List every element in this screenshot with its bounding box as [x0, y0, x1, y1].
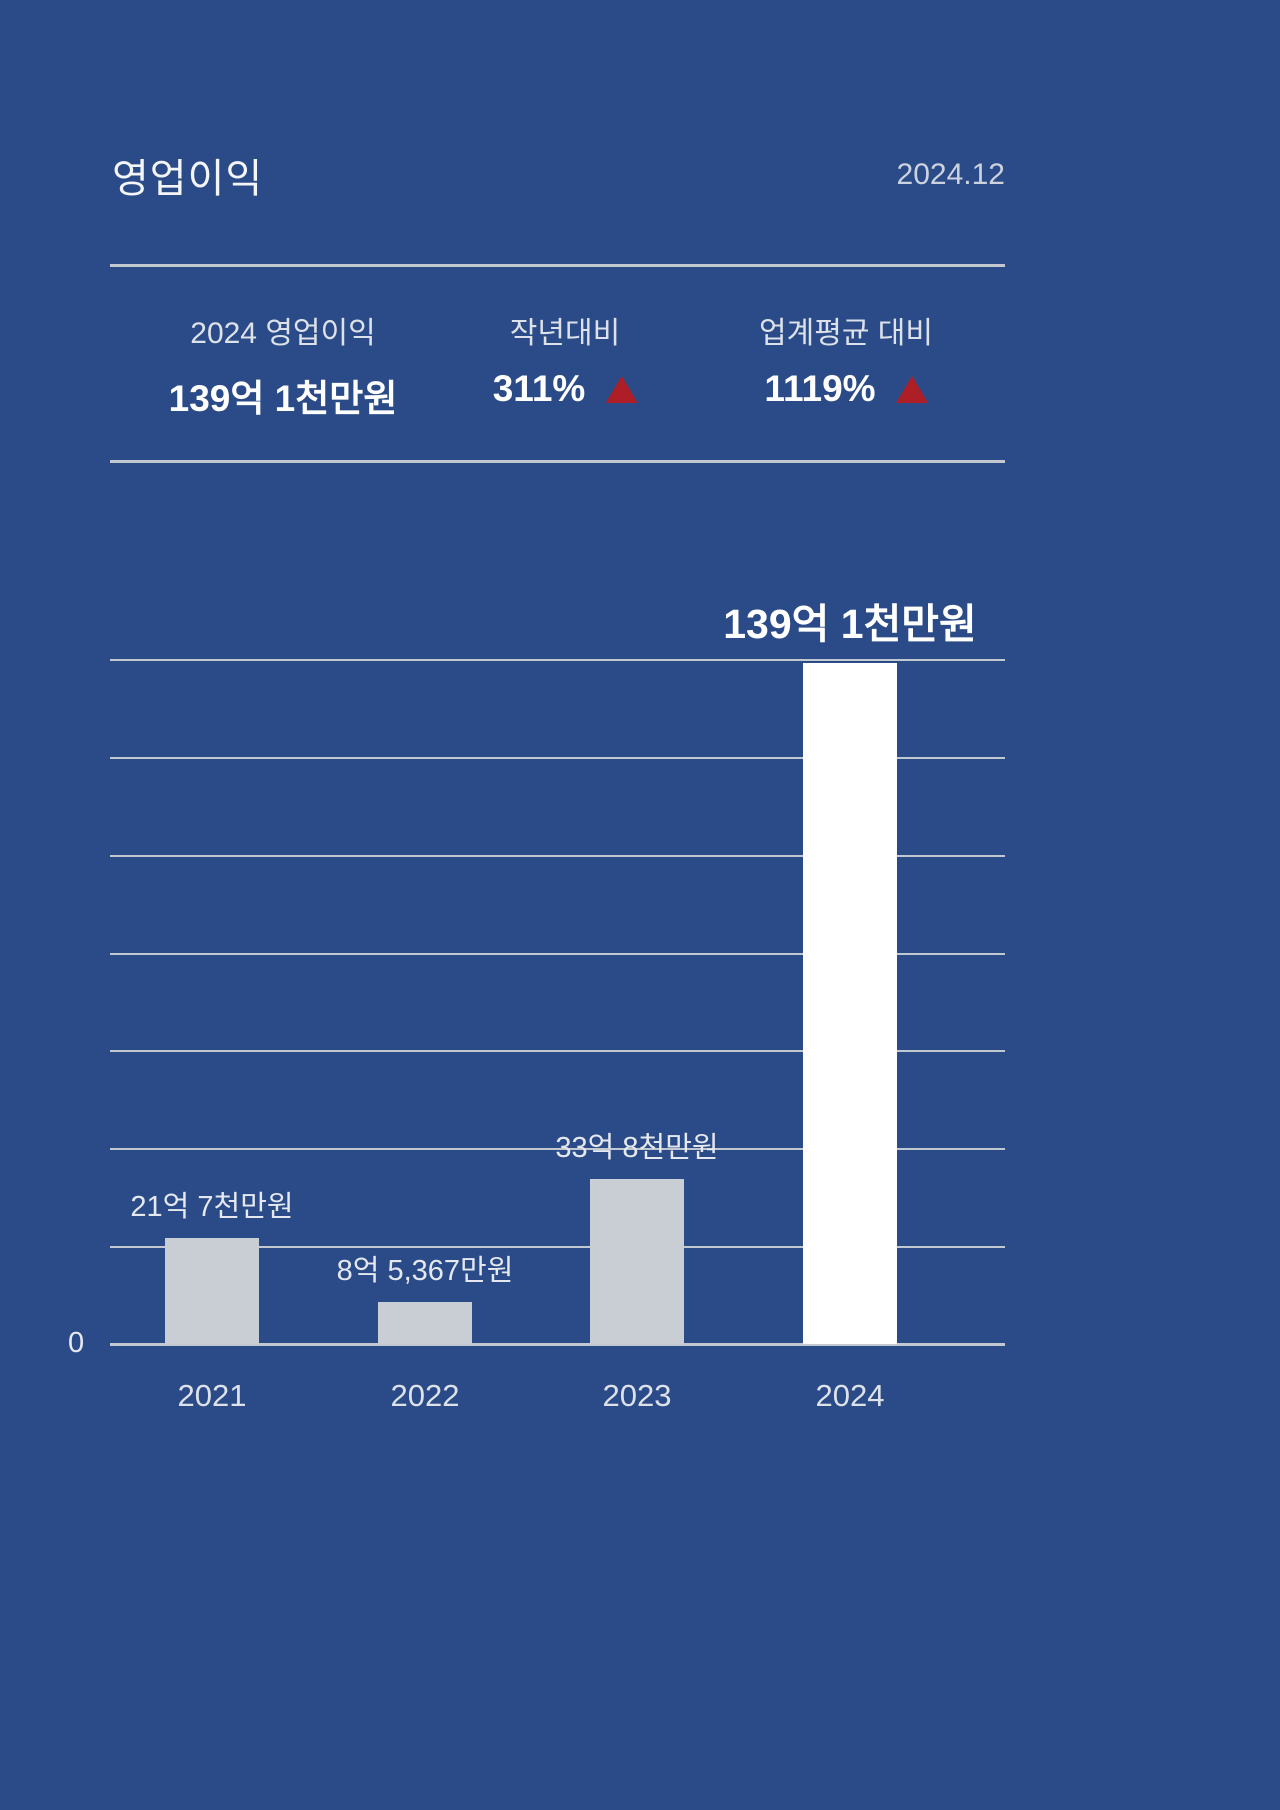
- stat-value: 311%: [492, 368, 586, 409]
- x-tick-2021: 2021: [177, 1378, 247, 1413]
- up-triangle-icon: [895, 375, 928, 403]
- gridline: [110, 659, 1005, 661]
- stat-label: 업계평균 대비: [759, 317, 933, 350]
- gridline: [110, 1050, 1005, 1053]
- bar-value-label: 21억 7천만원: [130, 1190, 294, 1223]
- gridline: [110, 952, 1005, 955]
- stat-vs-industry-average: 업계평균 대비 1119%: [759, 308, 933, 410]
- gridline: [110, 1148, 1005, 1151]
- gridline: [110, 1246, 1005, 1249]
- stat-label: 작년대비: [509, 317, 621, 350]
- y-axis-zero-label: 0: [68, 1327, 85, 1359]
- stat-value-row: 139억 1천만원: [169, 368, 398, 422]
- stat-value: 139억 1천만원: [168, 378, 398, 419]
- stat-label: 2024 영업이익: [190, 317, 376, 350]
- x-axis: 2021 2022 2023 2024: [110, 1378, 1005, 1424]
- x-axis-baseline: [110, 1343, 1005, 1346]
- page-title: 영업이익: [112, 157, 264, 201]
- bar-value-label: 33억 8천만원: [555, 1131, 719, 1164]
- report-date: 2024.12: [896, 158, 1005, 191]
- content-area: 영업이익 2024.12 2024 영업이익 139억 1천만원 작년대비 31…: [68, 0, 1005, 1810]
- bar-2021: [165, 1237, 259, 1344]
- bar-2024: [803, 663, 897, 1344]
- bar-2023: [590, 1178, 684, 1344]
- bar-2022: [378, 1302, 472, 1344]
- stat-value: 1119%: [764, 368, 876, 409]
- gridline: [110, 854, 1005, 857]
- stat-value-row: 1119%: [759, 368, 933, 410]
- x-tick-2022: 2022: [390, 1378, 460, 1413]
- x-tick-2023: 2023: [602, 1378, 672, 1413]
- bar-chart: 0 21억 7천만원 8억 5,367만원 33억 8천만원 139억 1천만원: [68, 601, 1005, 1359]
- x-tick-2024: 2024: [815, 1378, 885, 1413]
- up-triangle-icon: [605, 375, 638, 403]
- bottom-divider: [110, 460, 1005, 463]
- top-divider: [110, 264, 1005, 267]
- gridline: [110, 756, 1005, 759]
- stat-vs-last-year: 작년대비 311%: [493, 308, 638, 410]
- stat-value-row: 311%: [493, 368, 638, 410]
- bar-value-label: 139억 1천만원: [723, 601, 977, 648]
- bar-value-label: 8억 5,367만원: [336, 1255, 514, 1288]
- stat-operating-profit: 2024 영업이익 139억 1천만원: [169, 308, 398, 422]
